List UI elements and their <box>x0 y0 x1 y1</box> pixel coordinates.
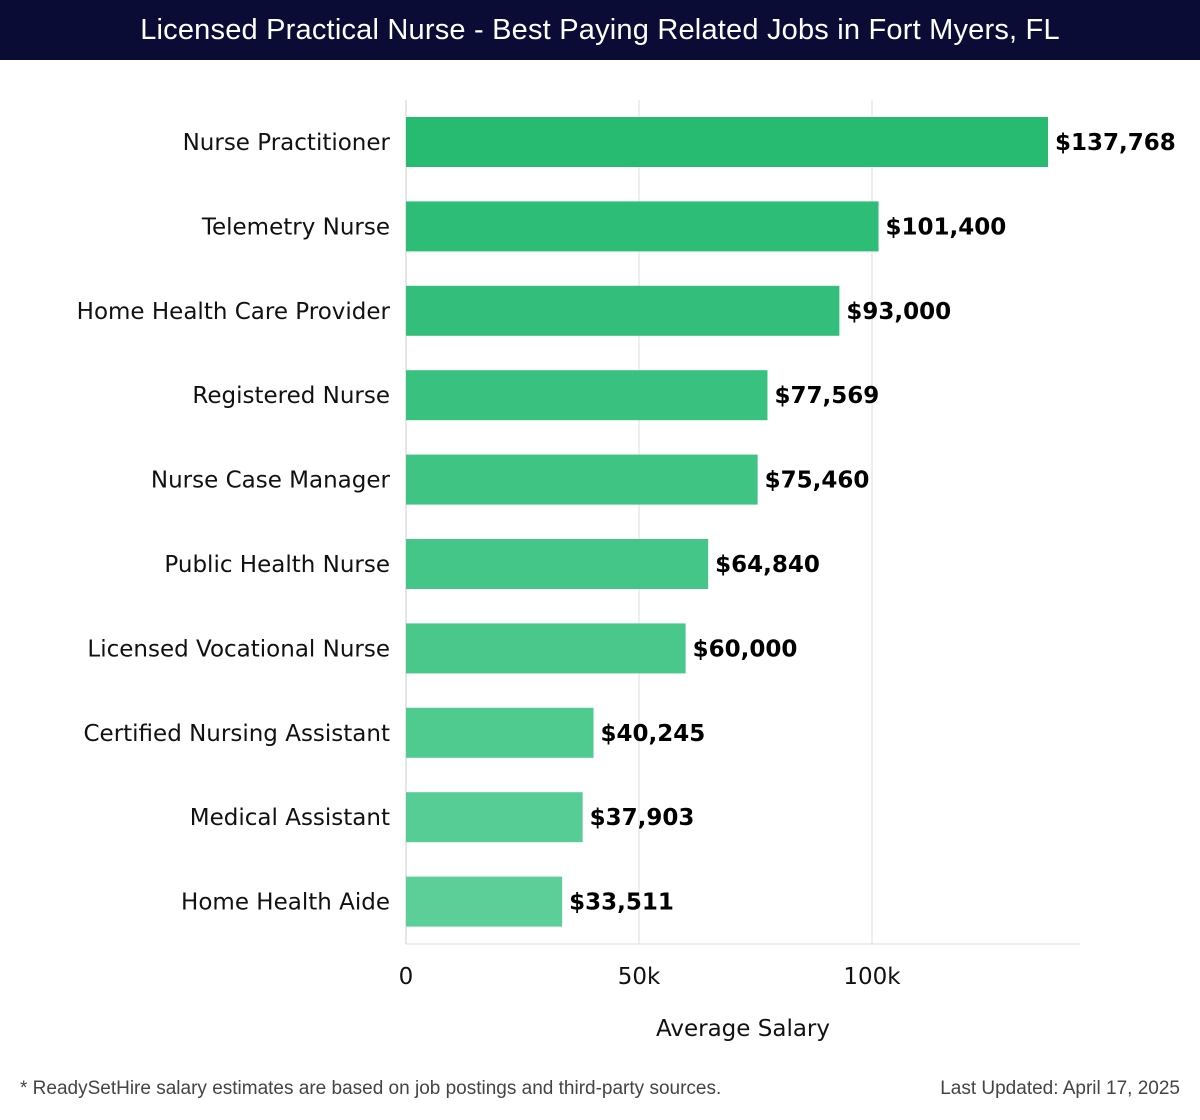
bars <box>406 117 1048 927</box>
category-label: Registered Nurse <box>192 383 390 409</box>
footer-note: * ReadySetHire salary estimates are base… <box>20 1078 722 1099</box>
category-label: Home Health Aide <box>181 890 390 916</box>
x-axis-title: Average Salary <box>656 1016 830 1042</box>
value-label: $60,000 <box>693 636 798 662</box>
chart-title: Licensed Practical Nurse - Best Paying R… <box>0 0 1200 60</box>
bar <box>406 201 879 252</box>
x-tick-label: 50k <box>618 964 661 990</box>
bar <box>406 623 686 674</box>
bar <box>406 539 709 589</box>
category-label: Nurse Practitioner <box>183 130 391 156</box>
value-label: $101,400 <box>886 214 1007 240</box>
bar <box>406 876 563 927</box>
value-label: $64,840 <box>715 552 820 578</box>
category-labels: Nurse Practitioner Telemetry Nurse Home He… <box>77 130 391 916</box>
value-label: $33,511 <box>569 890 674 916</box>
category-label: Nurse Case Manager <box>151 468 391 494</box>
category-label: Licensed Vocational Nurse <box>87 636 390 662</box>
x-tick-label: 100k <box>843 964 901 990</box>
bar <box>406 792 583 843</box>
bar-chart: Nurse Practitioner Telemetry Nurse Home He… <box>77 100 1176 1042</box>
bar <box>406 370 768 421</box>
value-label: $137,768 <box>1055 130 1176 156</box>
x-tick-label: 0 <box>399 964 414 990</box>
category-label: Telemetry Nurse <box>201 214 390 240</box>
x-axis: 0 50k 100k <box>399 943 1080 990</box>
bar <box>406 454 758 505</box>
value-label: $37,903 <box>590 805 695 831</box>
value-labels: $137,768 $101,400 $93,000 $77,569 $75,460 $64… <box>569 130 1176 916</box>
category-label: Public Health Nurse <box>164 552 390 578</box>
bar <box>406 117 1048 167</box>
bar <box>406 285 840 336</box>
value-label: $75,460 <box>765 468 870 494</box>
category-label: Home Health Care Provider <box>77 299 391 325</box>
category-label: Certified Nursing Assistant <box>83 721 390 747</box>
value-label: $40,245 <box>601 721 706 747</box>
bar <box>406 707 594 758</box>
value-label: $93,000 <box>846 299 951 325</box>
last-updated: Last Updated: April 17, 2025 <box>940 1078 1180 1099</box>
category-label: Medical Assistant <box>190 805 390 831</box>
value-label: $77,569 <box>774 383 879 409</box>
